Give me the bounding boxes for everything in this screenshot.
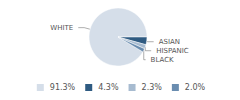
svg-text:2.3%: 2.3% [142, 83, 163, 92]
svg-text:91.3%: 91.3% [50, 83, 76, 92]
svg-text:HISPANIC: HISPANIC [156, 47, 189, 55]
svg-text:2.0%: 2.0% [185, 83, 206, 92]
svg-text:WHITE: WHITE [50, 24, 73, 32]
svg-text:BLACK: BLACK [151, 56, 174, 64]
svg-text:ASIAN: ASIAN [159, 38, 180, 46]
svg-text:4.3%: 4.3% [98, 83, 119, 92]
